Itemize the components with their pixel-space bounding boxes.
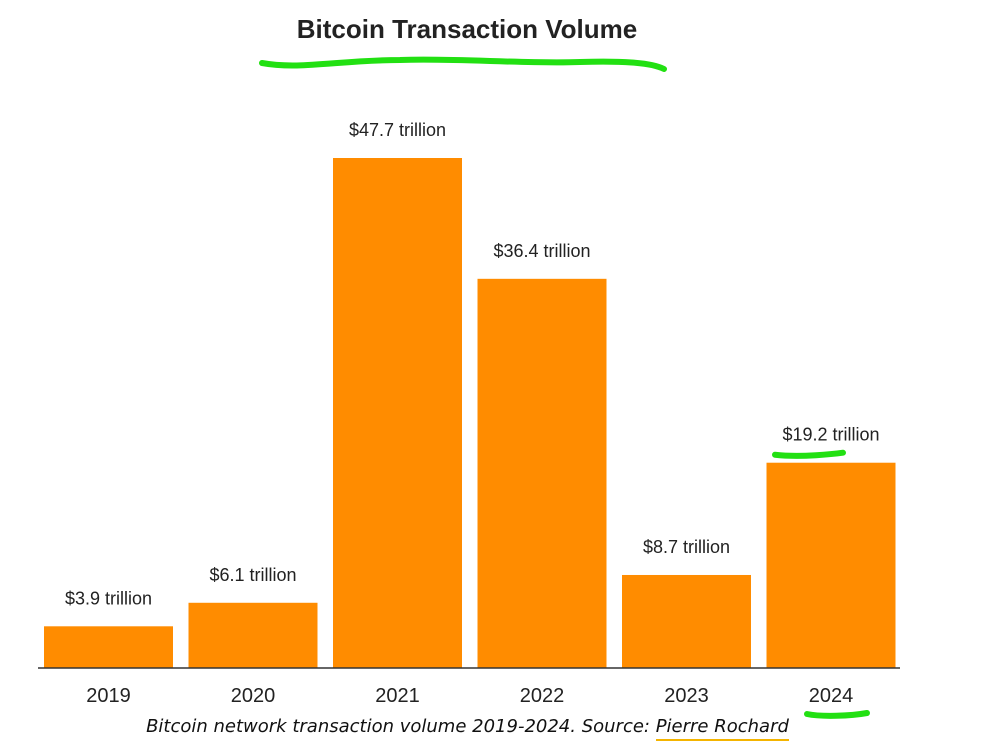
value-label-2023: $8.7 trillion [643,537,730,557]
tick-label-2019: 2019 [86,685,131,707]
figure-caption: Bitcoin network transaction volume 2019-… [0,716,935,741]
bar-2020 [188,602,318,668]
bar-2022 [477,278,607,668]
bar-2023 [622,574,751,668]
value-label-2024: $19.2 trillion [782,425,879,445]
bar-2024 [766,462,896,668]
tick-label-2020: 2020 [231,685,276,707]
value-label-2020: $6.1 trillion [209,565,296,585]
bar-2019 [44,626,173,668]
bar-2021 [333,158,462,668]
value-label-2021: $47.7 trillion [349,120,446,140]
tick-label-2022: 2022 [520,685,565,707]
tick-label-2024: 2024 [809,685,854,707]
bars-group: $3.9 trillion 2019 $6.1 trillion 2020 $47.7 … [44,120,896,719]
tick-label-highlight-underline [804,710,870,719]
caption-text: Bitcoin network transaction volume 2019-… [146,716,656,737]
value-label-highlight-underline [772,449,846,459]
value-label-2022: $36.4 trillion [493,241,590,261]
tick-label-2021: 2021 [375,685,420,707]
value-label-2019: $3.9 trillion [65,588,152,608]
chart-title: Bitcoin Transaction Volume [297,14,637,44]
source-link[interactable]: Pierre Rochard [655,716,789,741]
title-highlight-underline [259,56,667,72]
tick-label-2023: 2023 [664,685,709,707]
